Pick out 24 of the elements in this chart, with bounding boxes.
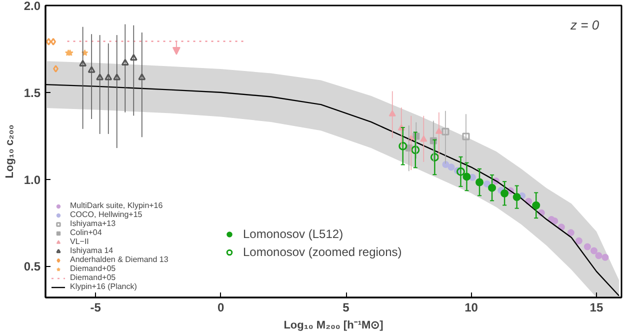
annotation: z = 0 <box>570 18 600 32</box>
legend-label: Ishiyama 14 <box>70 246 114 255</box>
x-tick-label: 10 <box>464 300 478 314</box>
y-axis-title: Log₁₀ c₂₀₀ <box>4 124 16 178</box>
y-tick-label: 0.5 <box>24 260 41 274</box>
y-tick-label: 1.5 <box>24 86 41 100</box>
legend-label: Diemand+05 <box>70 273 116 282</box>
legend-label: Lomonosov (zoomed regions) <box>243 245 402 259</box>
y-tick-label: 2.0 <box>24 0 41 13</box>
legend-label: Ishiyama+13 <box>70 219 116 228</box>
x-tick-label: 15 <box>590 300 604 314</box>
x-tick-label: -5 <box>90 300 102 314</box>
legend-label: COCO, Hellwing+15 <box>70 210 142 219</box>
x-axis-title: Log₁₀ M₂₀₀ [h⁻¹M⊙] <box>284 320 384 332</box>
legend-label: VL−II <box>70 237 90 246</box>
legend-label: MultiDark suite, Klypin+16 <box>70 201 163 210</box>
legend-label: Diemand+05 <box>70 264 116 273</box>
legend-label: Klypin+16 (Planck) <box>70 282 137 291</box>
x-tick-label: 5 <box>342 300 350 314</box>
y-tick-label: 1.0 <box>24 172 41 187</box>
legend-label: Anderhalden & Diemand 13 <box>70 255 168 264</box>
legend-label: Colin+04 <box>70 228 102 237</box>
x-tick-label: 0 <box>217 300 224 314</box>
legend-label: Lomonosov (L512) <box>243 227 344 241</box>
